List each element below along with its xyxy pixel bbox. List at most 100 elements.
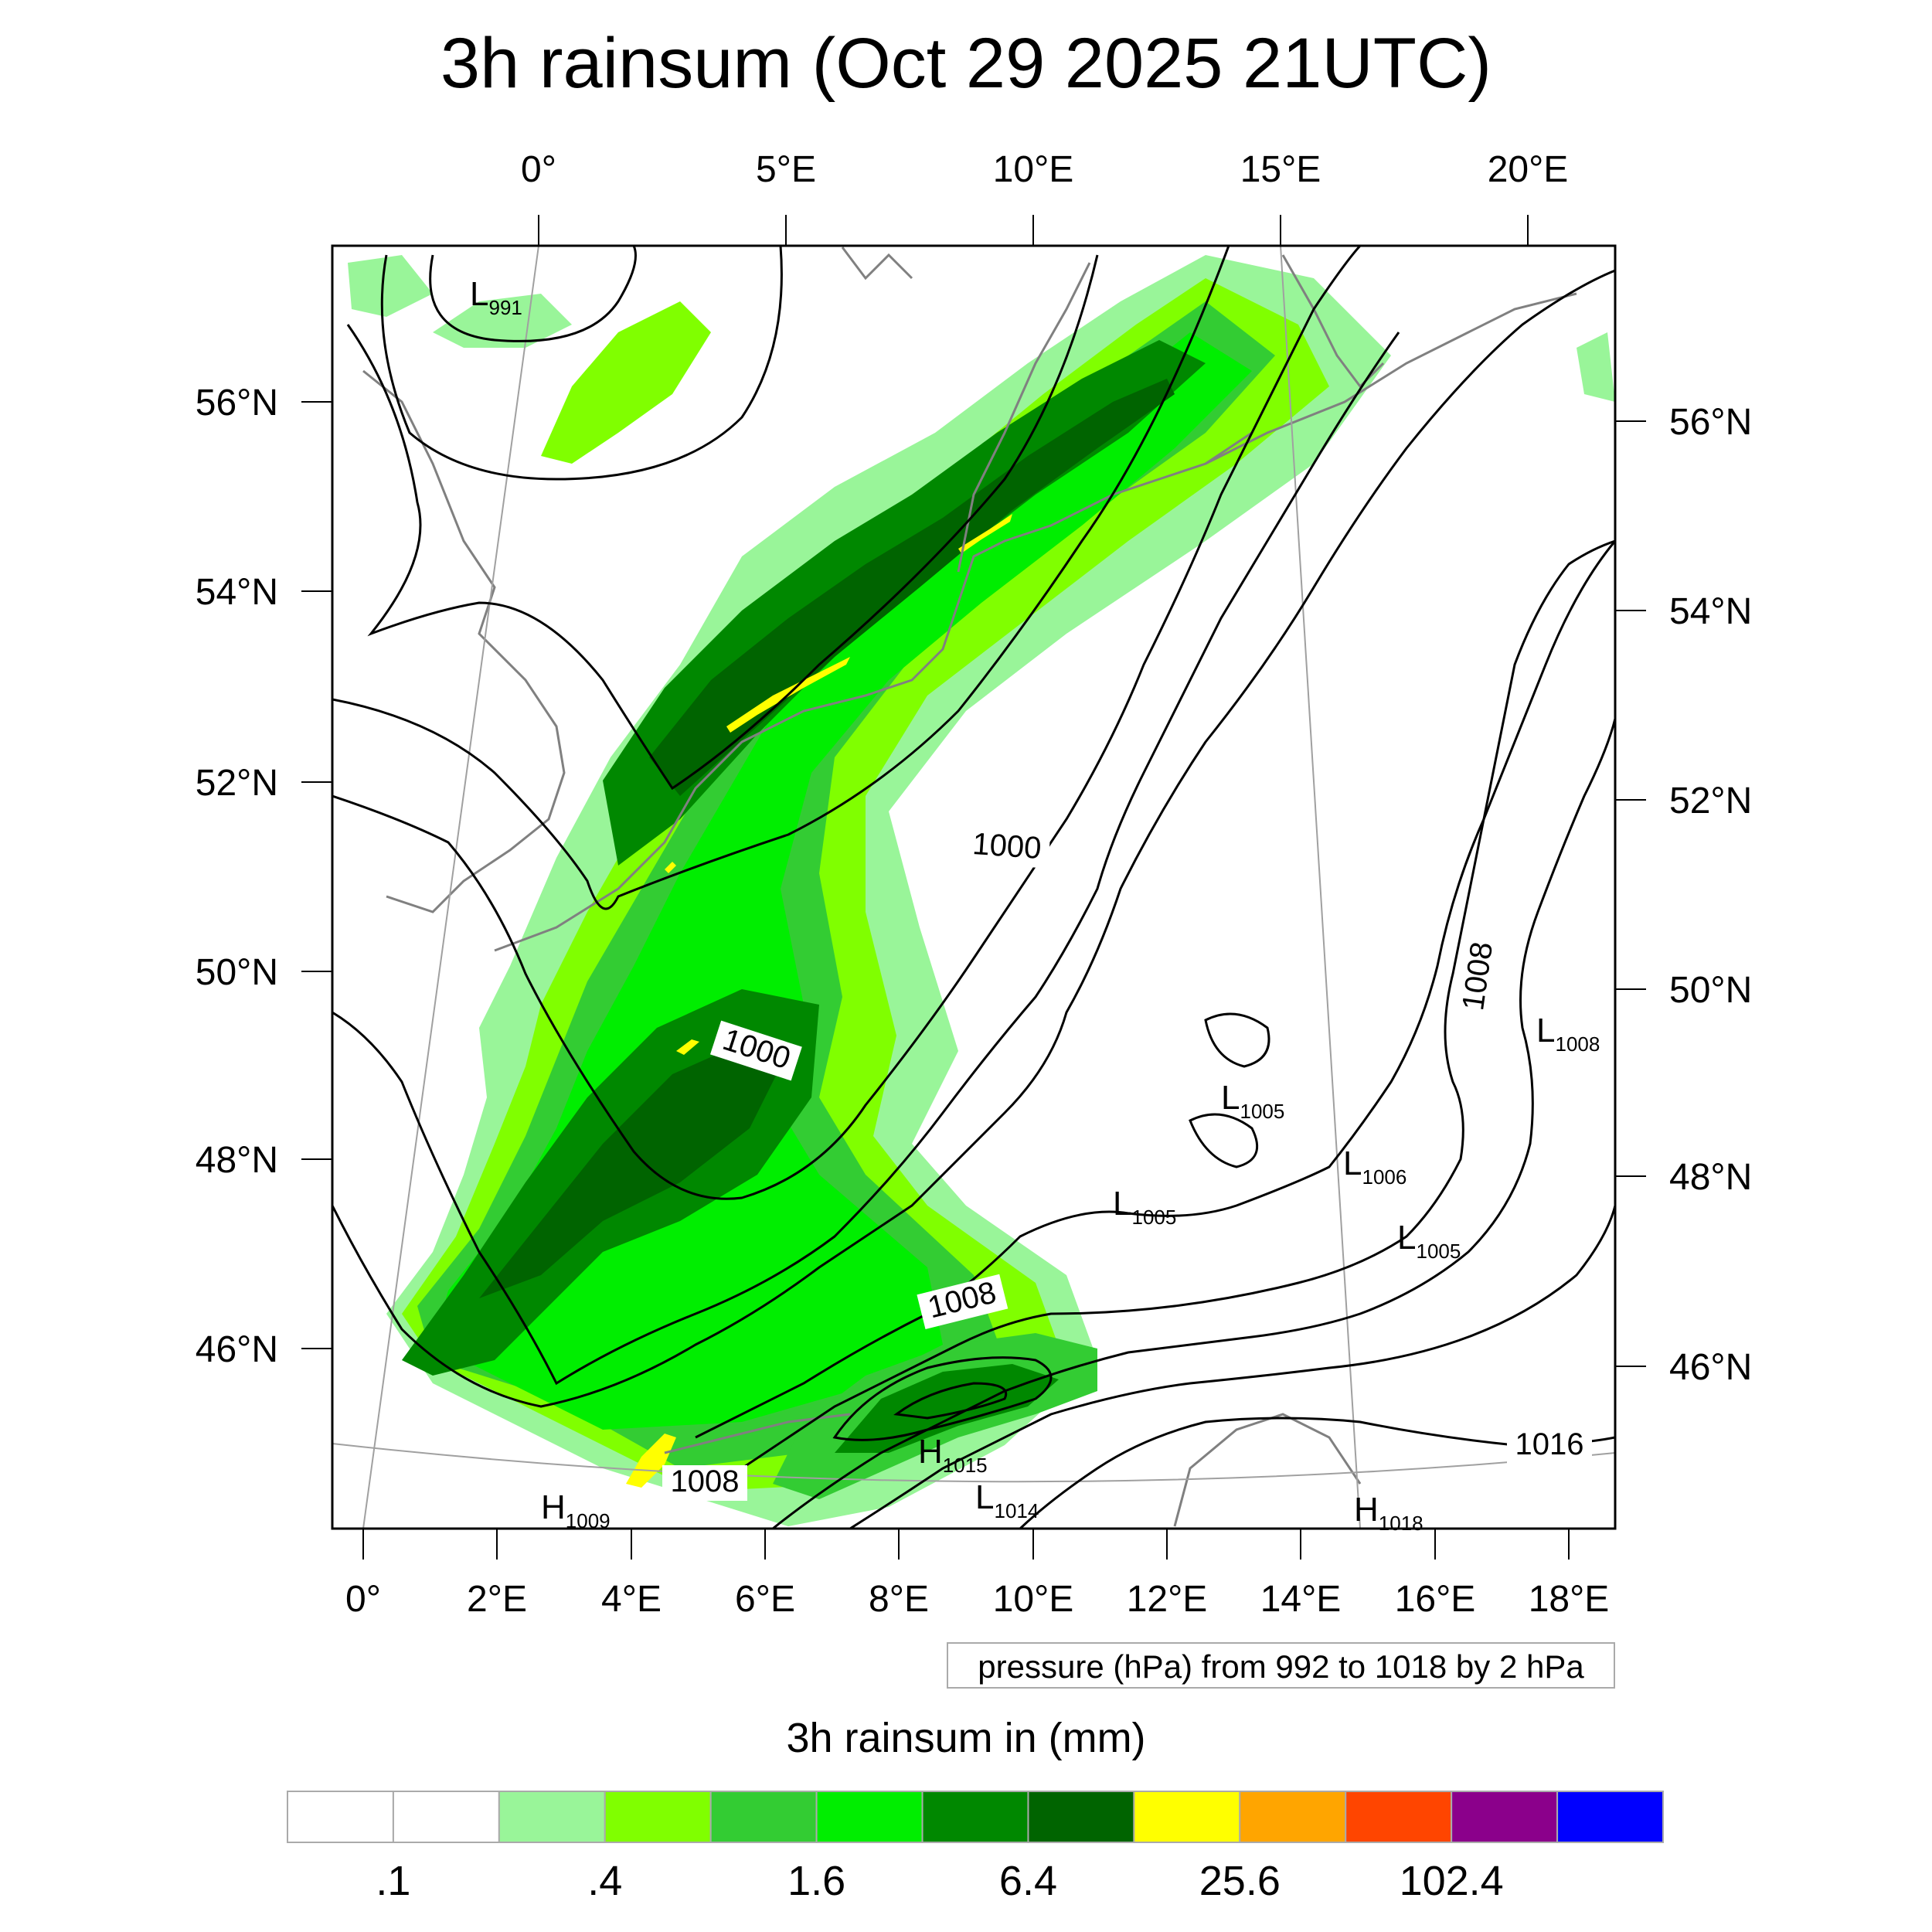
colorbar-swatch [287, 1791, 394, 1843]
center-kind: L [1113, 1185, 1131, 1223]
rain-darkest-south [479, 1043, 781, 1298]
center-value: 1006 [1362, 1165, 1406, 1189]
isobar-1006 [695, 540, 1615, 1439]
contour-label-text: 1016 [1515, 1427, 1584, 1461]
center-value: 1014 [994, 1499, 1039, 1522]
colorbar-swatch [921, 1791, 1029, 1843]
isobar-east-2 [1189, 1113, 1259, 1168]
contour-label-text: 1008 [671, 1464, 740, 1498]
center-value: 991 [488, 296, 522, 319]
isobars [332, 246, 1615, 1529]
isobar-1010 [772, 718, 1615, 1529]
colorbar-label: .1 [376, 1858, 410, 1904]
bottom-lon-label: 10°E [993, 1579, 1074, 1620]
pressure-center: L1005 [1113, 1185, 1176, 1229]
isobar-991 [429, 246, 637, 342]
bottom-lon-label: 6°E [735, 1579, 795, 1620]
center-kind: L [470, 275, 488, 313]
rain-heavy-streak-5 [665, 862, 676, 873]
contour-label-1008-c: 1008 [1455, 931, 1503, 1022]
top-lon-label: 0° [521, 149, 556, 190]
top-lon-label: 20°E [1488, 149, 1569, 190]
colorbar-swatch [1451, 1791, 1559, 1843]
colorbar-label: 6.4 [999, 1858, 1057, 1904]
colorbar-swatch [709, 1791, 818, 1843]
left-lat-label: 52°N [196, 763, 278, 804]
coast-norway [841, 247, 913, 281]
isobar-1000 [332, 246, 1362, 1200]
bottom-lon-label: 18°E [1529, 1579, 1610, 1620]
isobar-east-1 [1204, 1012, 1270, 1068]
contour-info-box: pressure (hPa) from 992 to 1018 by 2 hPa [947, 1642, 1615, 1689]
center-value: 1005 [1416, 1240, 1461, 1263]
contour-label-1016: 1016 [1507, 1427, 1592, 1464]
bottom-lon-label: 2°E [467, 1579, 527, 1620]
pressure-center: L1006 [1343, 1145, 1406, 1189]
right-lat-label: 50°N [1669, 970, 1752, 1011]
contour-label-text: 1000 [971, 827, 1043, 866]
center-value: 1005 [1131, 1206, 1176, 1229]
bottom-lon-label: 0° [345, 1579, 381, 1620]
meridian-15e [1280, 245, 1361, 1529]
isobar-998 [332, 246, 1230, 910]
right-lat-label: 52°N [1669, 781, 1752, 821]
isobar-1004 [332, 269, 1615, 1408]
parallel-45n [332, 1443, 1616, 1483]
rain-heavy-streak-4 [676, 1039, 699, 1055]
isobar-1008 [741, 539, 1615, 1470]
bottom-lon-label: 16°E [1395, 1579, 1476, 1620]
map-title: 3h rainsum (Oct 29 2025 21UTC) [440, 24, 1492, 103]
pressure-center: L1014 [975, 1478, 1039, 1522]
precipitation-field [348, 255, 1615, 1526]
pressure-center: L1008 [1536, 1012, 1600, 1056]
colorbar-label: 1.6 [787, 1858, 845, 1904]
colorbar-label: 25.6 [1199, 1858, 1281, 1904]
center-kind: H [1354, 1491, 1379, 1529]
bottom-lon-label: 8°E [869, 1579, 929, 1620]
center-kind: L [1397, 1219, 1416, 1257]
isobar-1002 [332, 332, 1400, 1386]
pressure-center: L991 [470, 275, 522, 319]
isobar-996 [346, 254, 1099, 791]
colorbar-swatch [1133, 1791, 1241, 1843]
left-lat-label: 54°N [196, 572, 278, 613]
left-lat-label: 50°N [196, 952, 278, 993]
colorbar-swatch [604, 1791, 712, 1843]
pressure-center: H1015 [918, 1433, 988, 1477]
center-kind: L [1343, 1145, 1362, 1182]
rain-heavy-streak-3 [626, 1434, 676, 1488]
top-lon-label: 10°E [993, 149, 1074, 190]
left-lat-label: 46°N [196, 1329, 278, 1370]
top-lon-label: 15°E [1240, 149, 1321, 190]
bottom-lon-label: 12°E [1127, 1579, 1208, 1620]
pressure-center: L1005 [1221, 1079, 1284, 1123]
tick-marks [301, 215, 1646, 1560]
center-value: 1009 [566, 1509, 611, 1532]
left-lat-label: 56°N [196, 383, 278, 423]
pressure-center: L1005 [1397, 1219, 1461, 1263]
colorbar: .1 .4 1.6 6.4 25.6 102.4 [287, 1791, 1664, 1904]
colorbar-swatch [392, 1791, 500, 1843]
isobar-1012 [849, 1205, 1615, 1529]
contour-labels: 1000 1000 1008 1008 1008 1016 [662, 827, 1592, 1501]
rain-north-sea [541, 301, 711, 464]
colorbar-swatch [1556, 1791, 1664, 1843]
right-lat-label: 48°N [1669, 1157, 1752, 1198]
colorbar-swatch [1027, 1791, 1135, 1843]
coast-britain [362, 369, 566, 913]
coast-baltic [1205, 292, 1577, 465]
right-lat-label: 56°N [1669, 402, 1752, 443]
center-kind: L [975, 1478, 994, 1516]
colorbar-title: 3h rainsum in (mm) [786, 1715, 1146, 1761]
coast-denmark [957, 262, 1091, 573]
center-value: 1018 [1379, 1512, 1423, 1535]
center-kind: L [1536, 1012, 1555, 1049]
rain-ne-edge [1577, 332, 1615, 402]
pressure-centers: L991 L1008 L1005 L1006 L1005 L1005 H1015… [470, 275, 1600, 1535]
isobar-994 [380, 246, 783, 481]
center-kind: H [918, 1433, 943, 1471]
pressure-center: H1018 [1354, 1491, 1423, 1535]
colorbar-swatch [498, 1791, 606, 1843]
